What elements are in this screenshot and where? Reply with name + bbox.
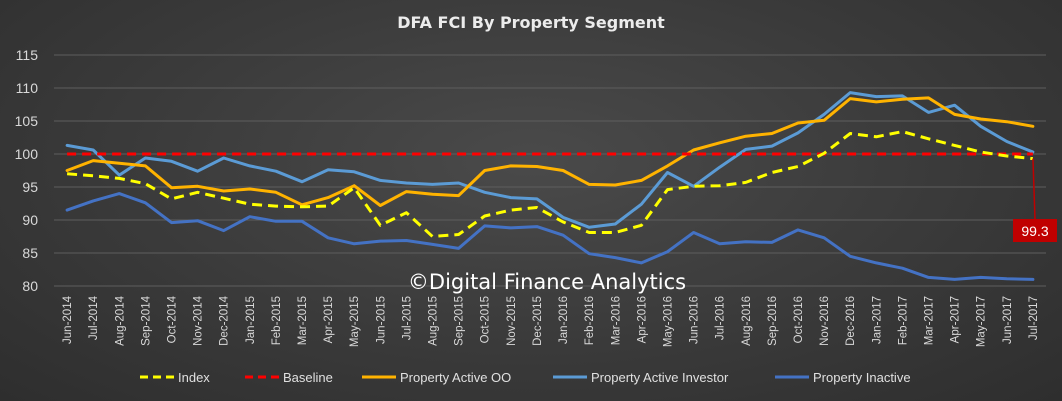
- x-tick-label: Aug-2014: [114, 295, 126, 345]
- x-tick-label: Jun-2015: [375, 296, 387, 344]
- x-tick-label: Nov-2016: [819, 296, 831, 346]
- x-tick-label: Dec-2016: [845, 296, 857, 346]
- x-tick-label: Nov-2014: [193, 295, 205, 345]
- x-tick-label: Jan-2017: [871, 296, 883, 344]
- y-tick-label: 90: [22, 212, 38, 228]
- callout-value: 99.3: [1021, 223, 1048, 239]
- x-tick-label: May-2015: [349, 296, 361, 347]
- x-tick-label: Jan-2015: [245, 296, 257, 344]
- x-axis: Jun-2014 Jul-2014 Aug-2014 Sep-2014 Oct-2014…: [62, 295, 1040, 347]
- x-tick-label: Jul-2017: [1028, 296, 1040, 340]
- watermark: ©Digital Finance Analytics: [408, 270, 686, 294]
- x-tick-label: Sep-2014: [140, 295, 152, 345]
- x-tick-label: Aug-2016: [741, 296, 753, 346]
- y-tick-label: 100: [15, 146, 39, 162]
- series-lines: [65, 91, 1035, 281]
- series-line-property-active-oo: [65, 96, 1035, 207]
- series-line-index: [66, 130, 1034, 238]
- y-tick-label: 80: [22, 278, 38, 294]
- legend-label-property-inactive: Property Inactive: [813, 370, 911, 385]
- legend-label-property-active-investor: Property Active Investor: [591, 370, 729, 385]
- x-tick-label: Apr-2017: [950, 296, 962, 343]
- x-tick-label: Sep-2016: [767, 296, 779, 346]
- series-line-property-active-investor: [65, 91, 1035, 229]
- x-tick-label: Jun-2014: [62, 295, 74, 344]
- x-tick-label: Jan-2016: [558, 296, 570, 344]
- x-tick-label: Dec-2015: [532, 296, 544, 346]
- x-tick-label: Oct-2015: [480, 296, 492, 343]
- x-tick-label: Feb-2016: [584, 296, 596, 345]
- x-tick-label: Aug-2015: [428, 296, 440, 346]
- series-line-property-inactive: [65, 192, 1035, 281]
- x-tick-label: Nov-2015: [506, 296, 518, 346]
- legend: Index Baseline Property Active OO Property …: [140, 370, 911, 385]
- value-callout: 99.3: [1013, 158, 1057, 242]
- legend-label-property-active-oo: Property Active OO: [400, 370, 511, 385]
- y-tick-label: 105: [15, 113, 39, 129]
- x-tick-label: Jul-2014: [88, 295, 100, 340]
- legend-label-index: Index: [178, 370, 210, 385]
- callout-box: [1013, 219, 1057, 242]
- x-tick-label: Jul-2015: [401, 296, 413, 340]
- x-tick-label: Mar-2015: [297, 296, 309, 345]
- x-tick-label: Jun-2016: [689, 296, 701, 344]
- x-tick-label: Oct-2014: [166, 295, 178, 343]
- x-tick-label: May-2017: [976, 296, 988, 347]
- x-tick-label: Jun-2017: [1002, 296, 1014, 344]
- x-tick-label: Mar-2016: [610, 296, 622, 345]
- x-tick-label: Apr-2016: [636, 296, 648, 343]
- gridlines: [54, 54, 1046, 287]
- y-tick-label: 110: [16, 80, 39, 96]
- x-tick-label: Oct-2016: [793, 296, 805, 343]
- x-tick-label: Sep-2015: [454, 296, 466, 346]
- y-tick-label: 115: [16, 47, 39, 63]
- x-tick-label: May-2016: [662, 296, 674, 347]
- legend-label-baseline: Baseline: [283, 370, 333, 385]
- y-axis: 80 85 90 95 100 105 110 115: [15, 47, 39, 294]
- x-tick-label: Feb-2015: [271, 296, 283, 345]
- chart-title: DFA FCI By Property Segment: [397, 13, 665, 32]
- x-tick-label: Jul-2016: [715, 296, 727, 340]
- callout-leader: [1032, 158, 1036, 220]
- x-tick-label: Mar-2017: [924, 296, 936, 345]
- x-tick-label: Dec-2014: [219, 295, 231, 345]
- x-tick-label: Feb-2017: [897, 296, 909, 345]
- y-tick-label: 95: [22, 179, 38, 195]
- x-tick-label: Apr-2015: [323, 296, 335, 343]
- y-tick-label: 85: [22, 245, 38, 261]
